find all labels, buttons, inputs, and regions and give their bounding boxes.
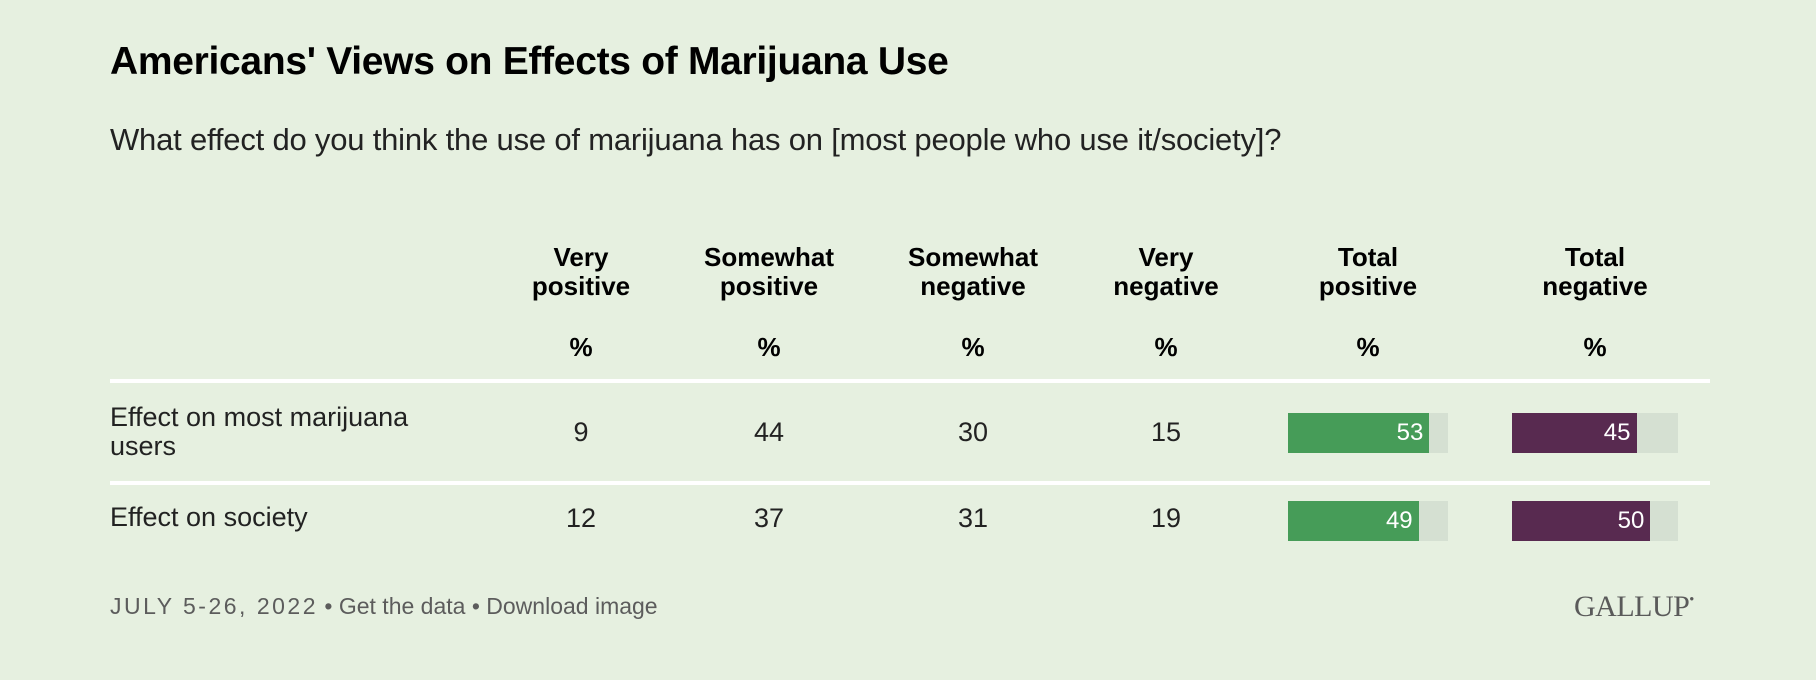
table-cell: 19 xyxy=(1150,503,1182,533)
unit-label: % xyxy=(1154,332,1178,362)
column-header-line1: Total xyxy=(1337,242,1399,272)
column-header-somewhat-negative: Somewhat negative xyxy=(873,243,1073,301)
column-header-total-positive: Total positive xyxy=(1268,243,1468,301)
column-header-line2: negative xyxy=(1542,271,1648,301)
total-positive-bar: 53 xyxy=(1288,413,1430,453)
logo-text: GALLUP xyxy=(1574,590,1690,623)
column-header-line2: positive xyxy=(531,271,631,301)
bar-track: 49 xyxy=(1288,501,1448,541)
column-header-line1: Somewhat xyxy=(907,242,1039,272)
chart-title: Americans' Views on Effects of Marijuana… xyxy=(110,40,949,83)
column-header-very-positive: Very positive xyxy=(481,243,681,301)
column-header-line2: negative xyxy=(920,271,1026,301)
column-header-line1: Somewhat xyxy=(703,242,835,272)
unit-label: % xyxy=(1583,332,1607,362)
column-header-line2: positive xyxy=(719,271,819,301)
separator: • xyxy=(324,593,333,619)
bar-track: 45 xyxy=(1512,413,1678,453)
bar-track: 53 xyxy=(1288,413,1448,453)
table-cell: 44 xyxy=(753,417,785,447)
total-positive-bar: 49 xyxy=(1288,501,1419,541)
bar-value-label: 45 xyxy=(1603,419,1631,446)
column-header-line1: Very xyxy=(1138,242,1194,272)
table-cell: 37 xyxy=(753,503,785,533)
table-cell: 15 xyxy=(1150,417,1182,447)
row-divider xyxy=(110,481,1710,485)
total-negative-bar: 50 xyxy=(1512,501,1651,541)
bar-value-label: 49 xyxy=(1385,507,1413,534)
unit-label: % xyxy=(569,332,593,362)
table-cell: 9 xyxy=(573,417,589,447)
column-header-total-negative: Total negative xyxy=(1495,243,1695,301)
get-data-link[interactable]: Get the data xyxy=(338,593,466,619)
header-divider xyxy=(110,379,1710,383)
column-header-very-negative: Very negative xyxy=(1066,243,1266,301)
column-header-line1: Total xyxy=(1564,242,1626,272)
row-label: Effect on most marijuana users xyxy=(110,402,409,461)
unit-label: % xyxy=(961,332,985,362)
chart-subtitle: What effect do you think the use of mari… xyxy=(110,122,1282,157)
survey-date: JULY 5-26, 2022 xyxy=(110,593,318,619)
column-header-line2: positive xyxy=(1318,271,1418,301)
table-cell: 31 xyxy=(957,503,989,533)
column-header-line1: Very xyxy=(553,242,609,272)
bar-value-label: 53 xyxy=(1396,419,1424,446)
download-image-link[interactable]: Download image xyxy=(486,593,658,619)
bar-track: 50 xyxy=(1512,501,1678,541)
column-header-somewhat-positive: Somewhat positive xyxy=(669,243,869,301)
column-header-line2: negative xyxy=(1113,271,1219,301)
unit-label: % xyxy=(757,332,781,362)
unit-label: % xyxy=(1356,332,1380,362)
table-cell: 12 xyxy=(565,503,597,533)
registered-mark-icon: ● xyxy=(1689,594,1694,603)
separator: • xyxy=(471,593,480,619)
total-negative-bar: 45 xyxy=(1512,413,1637,453)
gallup-logo: GALLUP● xyxy=(1574,590,1694,624)
bar-value-label: 50 xyxy=(1617,507,1645,534)
table-cell: 30 xyxy=(957,417,989,447)
footer: JULY 5-26, 2022 • Get the data • Downloa… xyxy=(110,593,658,620)
row-label: Effect on society xyxy=(110,502,308,532)
